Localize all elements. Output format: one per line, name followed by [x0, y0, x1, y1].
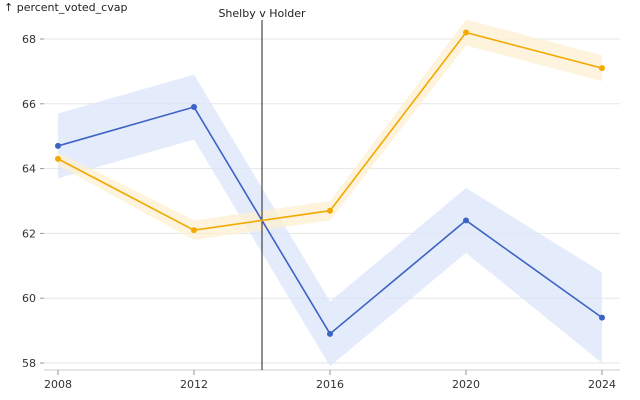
x-tick-label: 2016 — [316, 378, 344, 391]
y-tick-label: 66 — [22, 98, 36, 111]
data-point — [55, 155, 61, 162]
axes: 58 60 62 64 66 68 2008 2012 2016 2020 2024 — [22, 33, 620, 391]
data-point — [599, 314, 605, 321]
data-point — [327, 207, 333, 214]
data-point — [463, 217, 469, 224]
y-tick-label: 64 — [22, 163, 36, 176]
confidence-band-2 — [58, 19, 602, 240]
data-point — [55, 142, 61, 149]
data-point — [463, 29, 469, 36]
data-point — [327, 330, 333, 337]
y-tick-label: 60 — [22, 292, 36, 305]
x-tick-label: 2012 — [180, 378, 208, 391]
y-tick-label: 68 — [22, 33, 36, 46]
data-point — [191, 227, 197, 234]
data-point — [599, 65, 605, 72]
x-tick-label: 2024 — [588, 378, 616, 391]
data-points — [55, 29, 605, 337]
x-tick-label: 2020 — [452, 378, 480, 391]
y-tick-label: 62 — [22, 227, 36, 240]
annotation-label: Shelby v Holder — [218, 7, 306, 20]
y-tick-label: 58 — [22, 357, 36, 370]
data-point — [191, 104, 197, 111]
confidence-band-1 — [58, 74, 602, 367]
confidence-bands — [58, 19, 602, 367]
y-axis-title: ↑ percent_voted_cvap — [4, 1, 127, 14]
x-tick-label: 2008 — [44, 378, 72, 391]
annotations: Shelby v Holder — [218, 7, 306, 370]
